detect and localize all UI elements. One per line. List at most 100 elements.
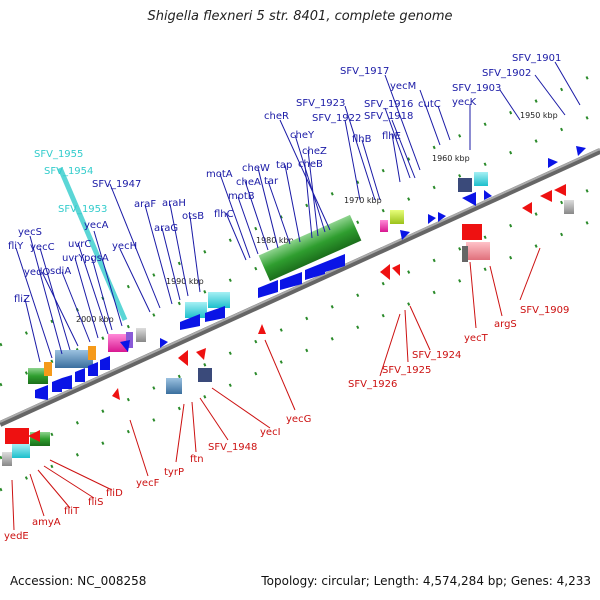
gene-label: argS	[494, 319, 517, 330]
gene-label: cheY	[290, 130, 315, 141]
gene-label-highlight: SFV_1955	[34, 149, 83, 160]
tick-label-2000: 2000 kbp	[76, 315, 114, 324]
gene-label-highlight: SFV_1953	[58, 204, 107, 215]
block-pink	[466, 242, 490, 260]
label-leaders-bottom	[11, 247, 541, 531]
gene-labels-bottom: SFV_1909 argS yecT SFV_1924 SFV_1925 SFV…	[4, 305, 569, 542]
gene-label: uvrC	[68, 239, 91, 250]
gene-label: fliT	[64, 506, 80, 517]
gene-labels-top: SFV_1901 SFV_1902 SFV_1903 yecK SFV_1917…	[8, 53, 561, 305]
gene-label: amyA	[32, 517, 61, 528]
gene-label: tap	[276, 160, 292, 171]
gene-label: yecA	[84, 220, 109, 231]
gene-label: tar	[264, 176, 279, 187]
gene-label: cheB	[298, 159, 323, 170]
label-leaders-top	[15, 61, 581, 363]
gene-label: yecM	[390, 81, 416, 92]
gene-label: otsB	[182, 211, 204, 222]
block-cyan	[185, 302, 207, 318]
gene-label: pgsA	[84, 253, 109, 264]
tick-label-1950: 1950 kbp	[520, 111, 558, 120]
gene-label: SFV_1923	[296, 98, 345, 109]
gene-label: SFV_1916	[364, 99, 413, 110]
gene-label: fliY	[8, 241, 24, 252]
accession-text: Accession: NC_008258	[10, 574, 147, 588]
page-title: Shigella flexneri 5 str. 8401, complete …	[147, 9, 453, 24]
gene-label: SFV_1947	[92, 179, 141, 190]
gene-label: yecT	[464, 333, 489, 344]
block-red	[462, 224, 482, 240]
block-grey	[2, 452, 12, 466]
gene-label: SFV_1917	[340, 66, 389, 77]
gene-label: cheZ	[302, 146, 327, 157]
block-grey	[136, 328, 146, 342]
gene-label: flhB	[352, 134, 372, 145]
block-green	[28, 368, 48, 384]
gene-label: araG	[154, 223, 178, 234]
gene-label: uvrY	[62, 253, 85, 264]
gene-label: motA	[206, 169, 233, 180]
highlight-streak	[57, 167, 128, 321]
block-magenta	[380, 220, 388, 232]
gene-label: tyrP	[164, 467, 184, 478]
block-grey-dark	[462, 246, 468, 262]
block-violet	[126, 332, 133, 348]
gene-label: cheA	[236, 177, 261, 188]
reverse-gene-arrows	[28, 184, 566, 442]
gene-label: cutC	[418, 99, 441, 110]
gene-label: motB	[228, 191, 255, 202]
gene-label: ftn	[190, 454, 204, 465]
block-green-long	[258, 214, 362, 282]
gene-label: SFV_1925	[382, 365, 431, 376]
gene-label: SFV_1926	[348, 379, 397, 390]
tick-label-1970: 1970 kbp	[344, 196, 382, 205]
gene-label: SFV_1901	[512, 53, 561, 64]
gene-label: yedE	[4, 531, 29, 542]
gene-label: cheW	[242, 163, 270, 174]
block-orange	[88, 346, 96, 360]
gene-label: yecK	[452, 97, 477, 108]
block-violet	[198, 368, 212, 382]
gene-label-highlight: SFV_1954	[44, 166, 93, 177]
block-steel-dark	[458, 178, 472, 192]
block-cyan	[12, 444, 30, 458]
block-steel	[55, 350, 93, 368]
gene-label: yecH	[112, 241, 137, 252]
gene-label: araF	[134, 199, 156, 210]
gene-label: yecI	[260, 427, 281, 438]
block-cyan	[474, 172, 488, 186]
gene-label: fliD	[106, 488, 123, 499]
gene-label: yecC	[30, 242, 55, 253]
gene-label: flhC	[214, 209, 234, 220]
gene-label: yecF	[136, 478, 160, 489]
genome-map-canvas: 1950 kbp 1960 kbp 1970 kbp 1980 kbp 1990…	[0, 53, 600, 542]
gene-label: SFV_1902	[482, 68, 531, 79]
gene-label: cheR	[264, 111, 289, 122]
gene-label: SFV_1918	[364, 111, 413, 122]
gene-label: fliS	[88, 497, 103, 508]
block-lime	[390, 210, 404, 224]
block-orange	[44, 362, 52, 376]
feature-blocks-upper	[28, 172, 488, 384]
gene-label: SFV_1903	[452, 83, 501, 94]
block-steel	[166, 378, 182, 394]
gene-label: SFV_1948	[208, 442, 257, 453]
block-cyan	[208, 292, 230, 308]
genome-axis	[0, 148, 600, 427]
gene-label: SFV_1924	[412, 350, 461, 361]
gene-label: yecG	[286, 414, 311, 425]
block-red	[5, 428, 29, 444]
gene-label: araH	[162, 198, 186, 209]
gene-label: yedO	[24, 267, 50, 278]
forward-gene-arrows	[35, 146, 586, 400]
gene-label: SFV_1922	[312, 113, 361, 124]
tick-label-1960: 1960 kbp	[432, 154, 470, 163]
block-magenta	[108, 334, 128, 352]
topology-text: Topology: circular; Length: 4,574,284 bp…	[261, 574, 591, 588]
gene-label: SFV_1909	[520, 305, 569, 316]
gene-label: sdiA	[50, 266, 71, 277]
gene-label: flhE	[382, 131, 401, 142]
gene-label: fliZ	[14, 294, 30, 305]
tick-label-1980: 1980 kbp	[256, 236, 294, 245]
